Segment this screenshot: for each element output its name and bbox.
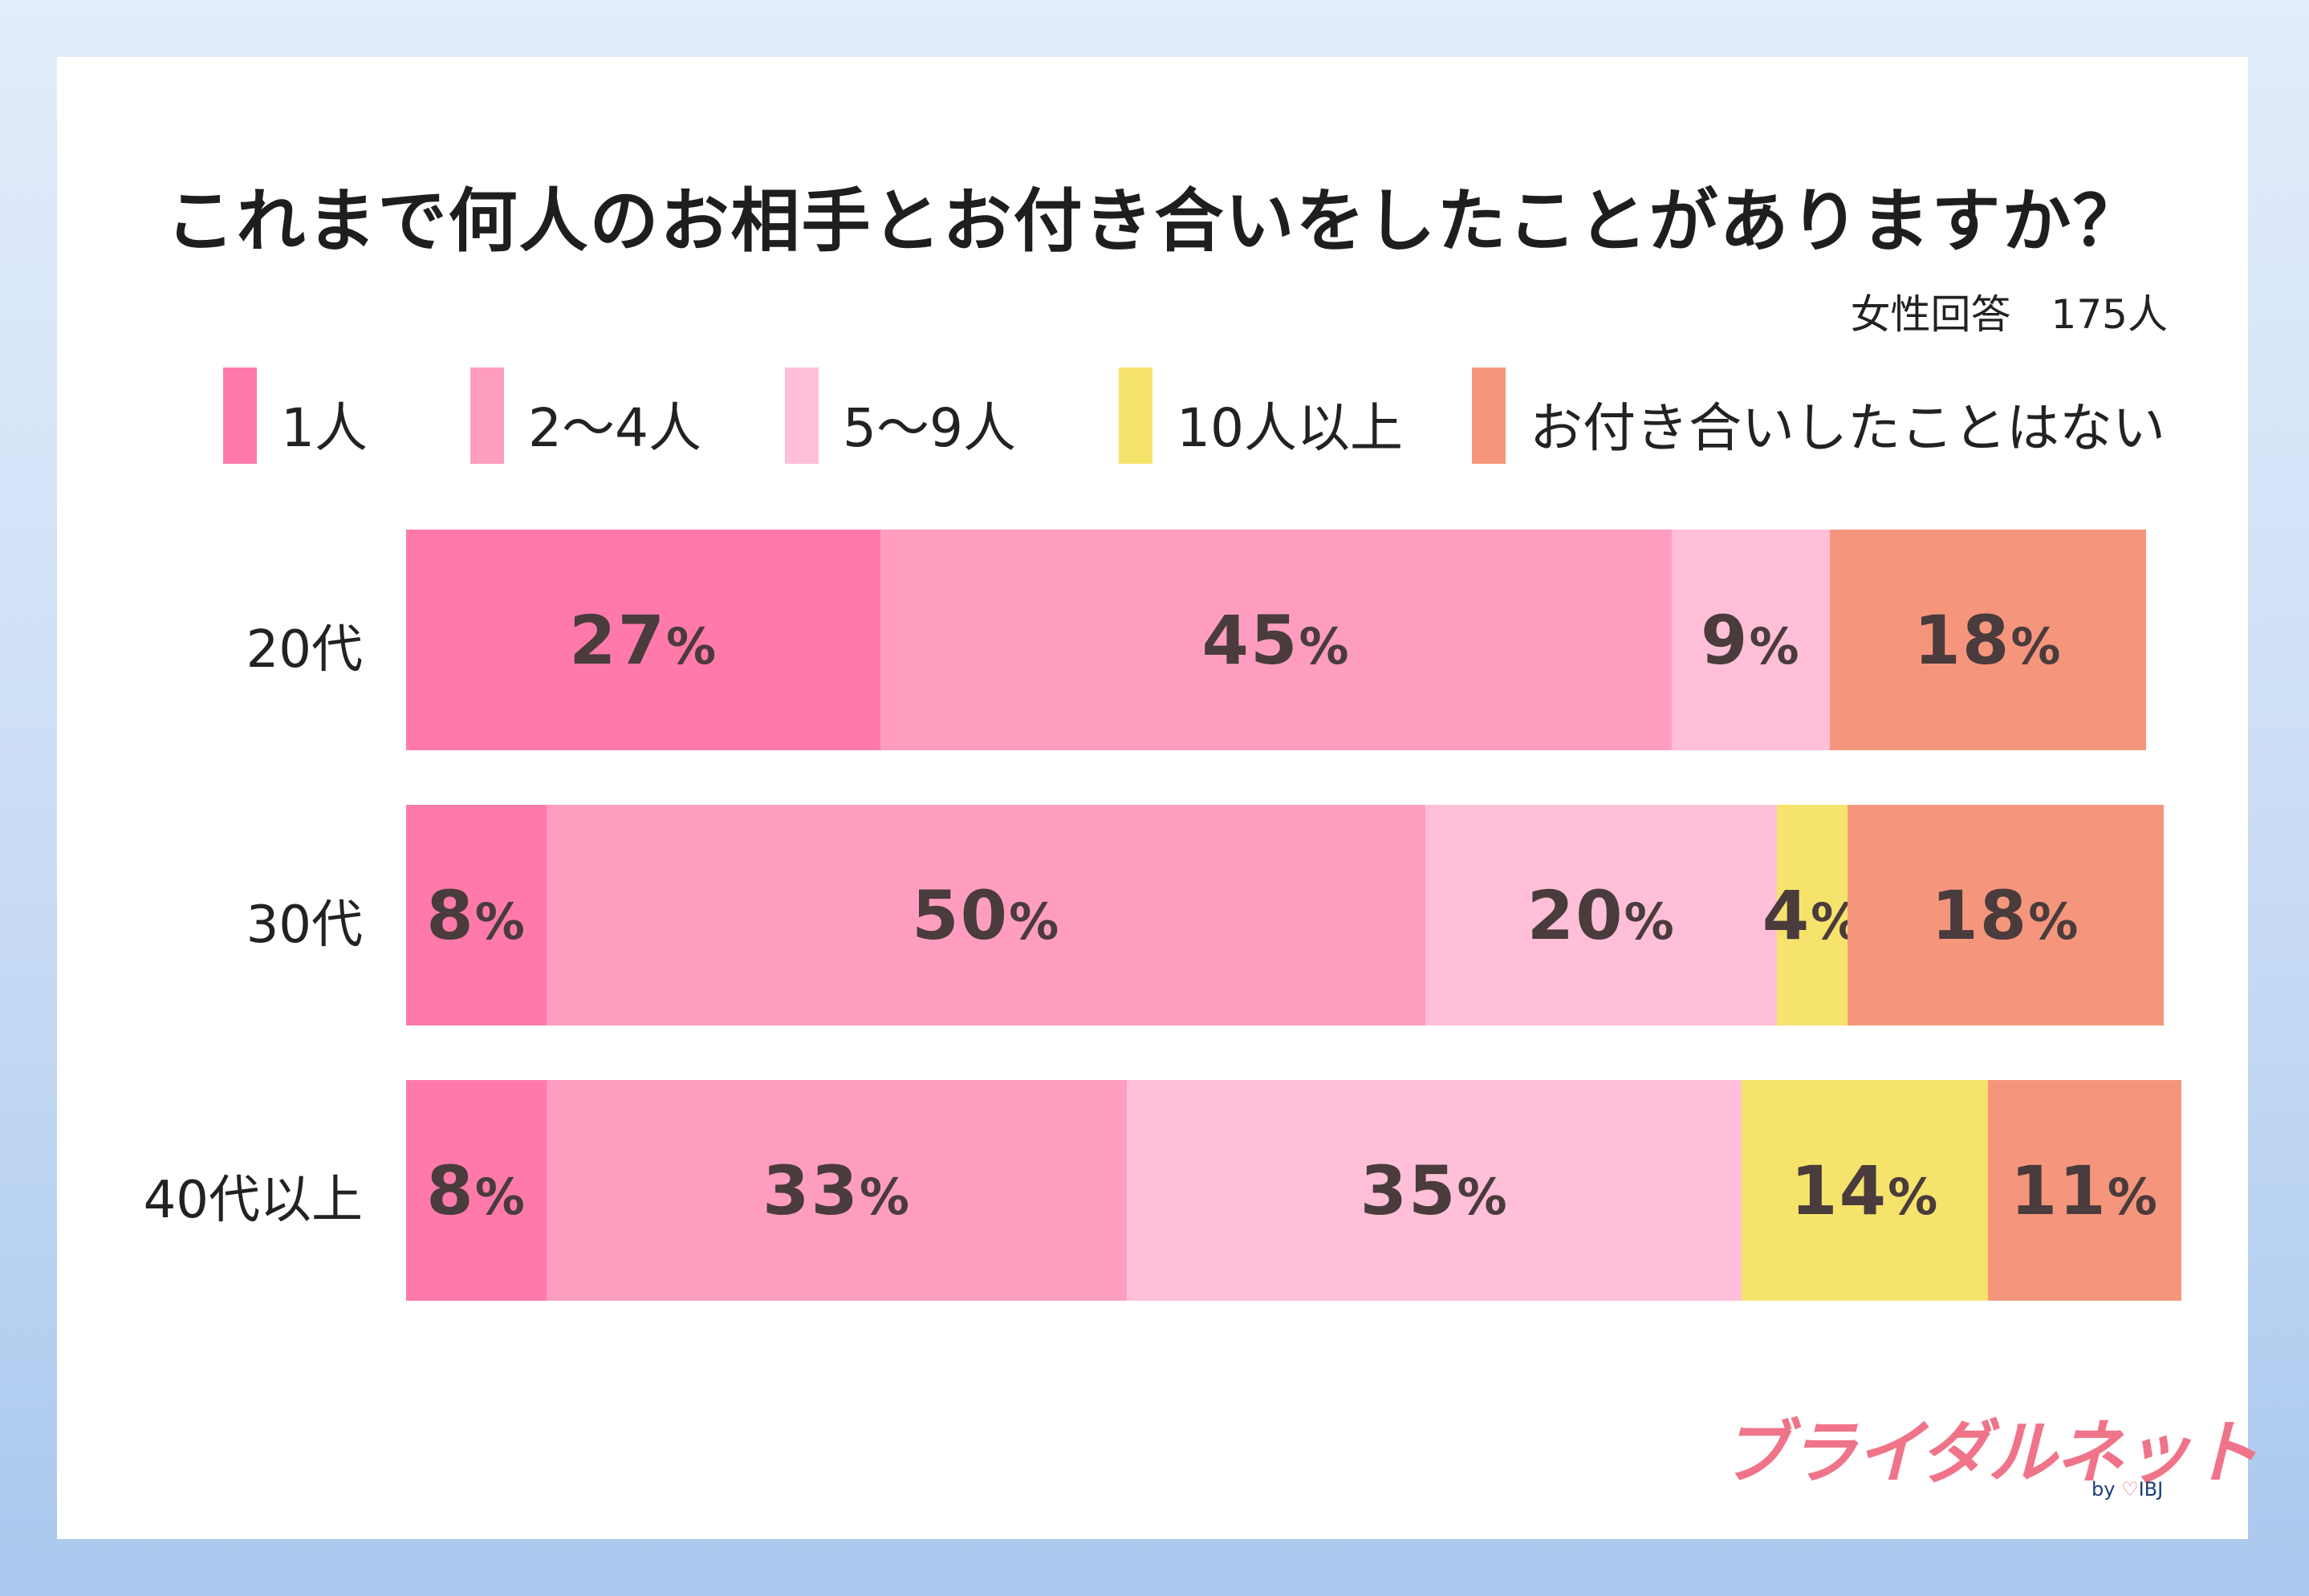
data-label: 18%: [1931, 875, 2080, 955]
category-label: 30代: [246, 895, 363, 955]
bar-segment: 11%: [1987, 1080, 2181, 1301]
legend-label: 2～4人: [528, 397, 701, 459]
data-label: 8%: [426, 1151, 526, 1230]
bar-segment: 18%: [1829, 530, 2147, 750]
legend-label: 1人: [281, 397, 368, 459]
data-label: 45%: [1201, 600, 1351, 680]
bar-segment: 35%: [1126, 1080, 1742, 1301]
heart-icon: ♡: [2121, 1478, 2139, 1501]
legend-swatch: [785, 368, 819, 464]
chart-card: [57, 57, 2248, 1539]
bar-segment: 50%: [547, 805, 1426, 1025]
bar-segment: 14%: [1742, 1080, 1988, 1301]
data-label: 14%: [1791, 1151, 1940, 1230]
category-label: 20代: [246, 620, 363, 680]
brand-logo: ブライダルネット: [1721, 1413, 2259, 1493]
brand-logo-sub: by ♡IBJ: [2092, 1478, 2163, 1501]
data-label: 27%: [569, 600, 718, 680]
category-label: 40代以上: [143, 1171, 363, 1230]
bar-segment: 20%: [1425, 805, 1778, 1025]
bar-row: 8% 50% 20% 4% 18%: [406, 805, 2164, 1025]
data-label: 18%: [1913, 600, 2063, 680]
bar-segment: 33%: [547, 1080, 1127, 1301]
legend-label: お付き合いしたことはない: [1530, 397, 2165, 459]
data-label: 33%: [762, 1151, 912, 1230]
legend-swatch: [223, 368, 257, 464]
logo-brand-text: IBJ: [2138, 1478, 2164, 1501]
data-label: 35%: [1360, 1151, 1509, 1230]
logo-by-text: by: [2092, 1478, 2116, 1501]
data-label: 20%: [1526, 875, 1676, 955]
bar-segment: 4%: [1762, 805, 1860, 1025]
bar-segment: 8%: [406, 805, 547, 1025]
bar-segment: 9%: [1671, 530, 1830, 750]
bar-segment: 8%: [406, 1080, 547, 1301]
legend-swatch: [1119, 368, 1152, 464]
legend-swatch: [1472, 368, 1506, 464]
bar-segment: 18%: [1847, 805, 2164, 1025]
bar-row: 8% 33% 35% 14% 11%: [406, 1080, 2181, 1301]
data-label: 11%: [2010, 1151, 2159, 1230]
bar-segment: 27%: [406, 530, 881, 750]
data-label: 50%: [912, 875, 1061, 955]
bar-row: 27% 45% 9% 18%: [406, 530, 2147, 750]
chart-title: これまで何人のお相手とお付き合いをしたことがありますか？: [165, 181, 2144, 262]
bar-segment: 45%: [880, 530, 1672, 750]
legend-swatch: [470, 368, 504, 464]
legend-label: 5～9人: [843, 397, 1016, 459]
data-label: 8%: [426, 875, 526, 955]
data-label: 9%: [1701, 600, 1801, 680]
respondent-count: 女性回答 175人: [1850, 291, 2168, 338]
legend-label: 10人以上: [1177, 397, 1403, 459]
